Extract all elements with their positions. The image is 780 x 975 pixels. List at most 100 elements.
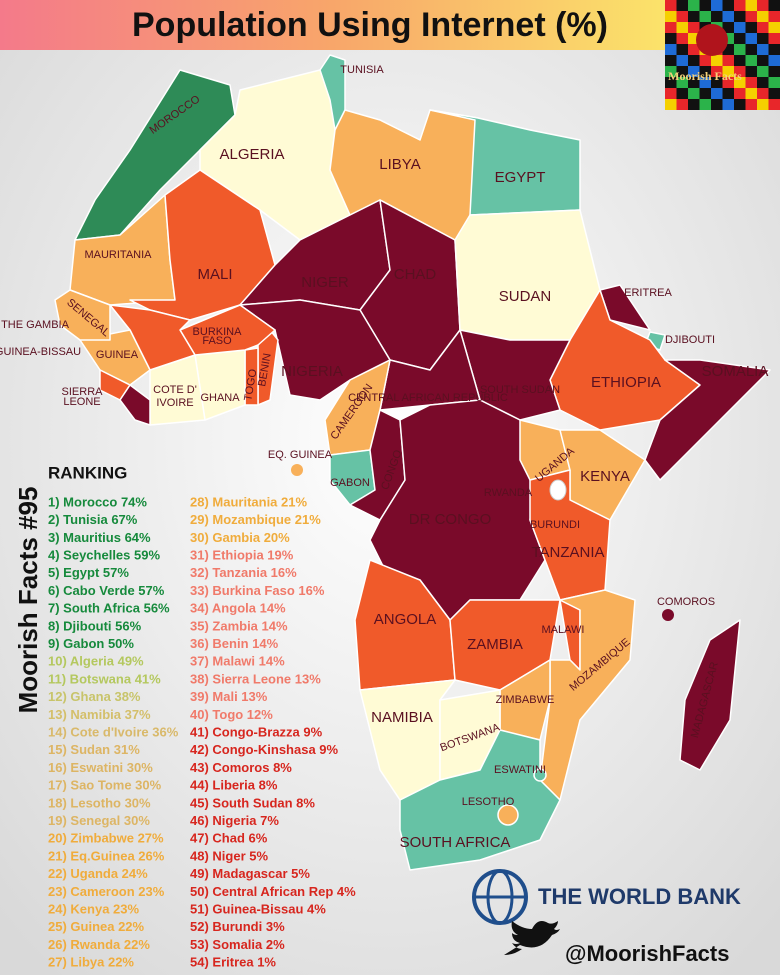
ranking-item: 53) Somalia 2% [190,937,285,952]
country-label: DR CONGO [409,511,492,528]
country-label: NIGERIA [281,363,343,380]
logo-tile [676,55,688,66]
logo-tile [711,99,723,110]
ranking-item: 9) Gabon 50% [48,636,134,651]
country [429,109,581,216]
logo-tile [688,66,700,77]
logo-tile [768,99,780,110]
logo-tile [688,99,700,110]
country-label: DJIBOUTI [665,334,715,346]
ranking-item: 5) Egypt 57% [48,565,129,580]
logo-tile [722,33,734,44]
logo-tile [745,0,757,11]
ranking-item: 20) Zimbabwe 27% [48,831,164,846]
country [399,729,561,871]
logo-tile [665,44,677,55]
logo-tile [688,0,700,11]
logo-text: Moorish Facts [668,69,742,83]
ranking-item: 51) Guinea-Bissau 4% [190,902,326,917]
ranking-item: 19) Senegal 30% [48,813,150,828]
logo-tile [757,77,769,88]
logo-tile [768,88,780,99]
country-label: LESOTHO [462,796,515,808]
logo-tile [676,88,688,99]
country-label: SOMALIA [702,363,769,380]
logo-tile [722,55,734,66]
logo-tile [699,77,711,88]
ranking-item: 35) Zambia 14% [190,618,288,633]
country [679,619,741,771]
ranking-item: 44) Liberia 8% [190,778,278,793]
logo-tile [722,99,734,110]
ranking-item: 50) Central African Rep 4% [190,884,356,899]
ranking-item: 16) Eswatini 30% [48,760,153,775]
logo-tile [699,55,711,66]
logo-tile [688,44,700,55]
country-label: LEONE [63,396,100,408]
ranking-item: 12) Ghana 38% [48,689,141,704]
map-labels: MOROCCO TUNISIA ALGERIA LIBYA EGYPT MAUR… [0,64,768,851]
ranking-item: 43) Comoros 8% [190,760,292,775]
logo-tile [711,11,723,22]
ranking-item: 45) South Sudan 8% [190,795,315,810]
country-label: ANGOLA [374,611,437,628]
country-label: GUINEA-BISSAU [0,346,81,358]
ranking-item: 15) Sudan 31% [48,742,140,757]
country [497,804,519,826]
country-label: GHANA [200,392,240,404]
ranking-item: 39) Mali 13% [190,689,268,704]
ranking-item: 25) Guinea 22% [48,919,145,934]
ranking-item: 48) Niger 5% [190,848,268,863]
logo-tile [734,55,746,66]
ranking-item: 4) Seychelles 59% [48,548,160,563]
logo-tile [745,88,757,99]
country-label: MALAWI [542,624,585,636]
ranking-item: 41) Congo-Brazza 9% [190,725,323,740]
logo-tile [768,22,780,33]
logo-tile [676,22,688,33]
country-label: BURUNDI [530,519,580,531]
logo-tile [757,66,769,77]
logo [665,0,780,110]
logo-tile [757,55,769,66]
ranking-item: 27) Libya 22% [48,955,134,970]
ranking-item: 31) Ethiopia 19% [190,548,294,563]
ranking-item: 30) Gambia 20% [190,530,290,545]
country-label: MAURITANIA [84,249,152,261]
ranking-item: 33) Burkina Faso 16% [190,583,325,598]
logo-tile [665,88,677,99]
logo-tile [745,55,757,66]
country-label: ZAMBIA [467,636,523,653]
ranking-item: 22) Uganda 24% [48,866,148,881]
ranking-item: 8) Djibouti 56% [48,618,142,633]
country-label: SOUTH AFRICA [400,834,511,851]
logo-tile [676,44,688,55]
ranking-item: 47) Chad 6% [190,831,268,846]
country-label: COTE D' [153,384,197,396]
logo-tile [734,66,746,77]
country-label: ETHIOPIA [591,374,661,391]
logo-tile [665,99,677,110]
country [533,768,547,782]
country-label: TUNISIA [340,64,384,76]
title-banner [0,0,665,50]
logo-tile [745,77,757,88]
ranking-item: 7) South Africa 56% [48,601,170,616]
logo-tile [722,66,734,77]
logo-tile [676,77,688,88]
logo-tile [699,99,711,110]
country-label: RWANDA [484,487,533,499]
ranking-item: 21) Eq.Guinea 26% [48,848,165,863]
ranking-item: 17) Sao Tome 30% [48,778,162,793]
ranking-item: 54) Eritrea 1% [190,955,276,970]
country-label: GUINEA [96,349,139,361]
logo-tile [676,0,688,11]
country-label: GABON [330,477,370,489]
country-label: SOUTH SUDAN [480,384,560,396]
country-label: SUDAN [499,288,552,305]
country-label: THE GAMBIA [1,319,70,331]
logo-tile [734,22,746,33]
ranking-list: 1) Morocco 74% 2) Tunisia 67% 3) Mauritius… [48,494,356,969]
ranking-item: 37) Malawi 14% [190,654,285,669]
logo-tile [734,99,746,110]
